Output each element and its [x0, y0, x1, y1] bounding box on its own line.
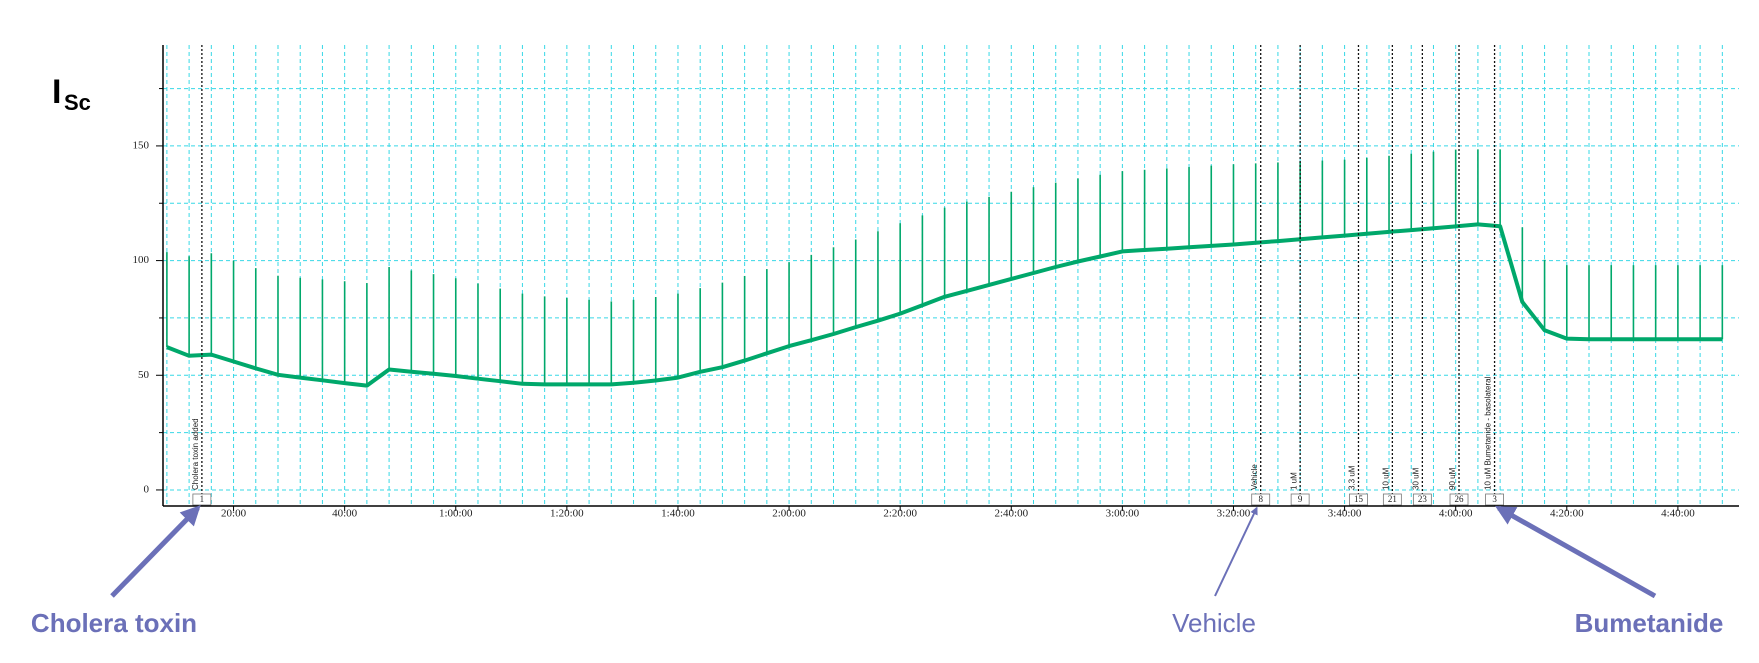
- annotation-arrow: [110, 505, 201, 598]
- event-box: [1290, 493, 1310, 506]
- x-tick-label: 3:40:00: [1328, 508, 1362, 520]
- event-box-label: 8: [1258, 494, 1263, 504]
- event-label: 10 uM Bumetanide - basolateral: [1484, 376, 1493, 490]
- event-label: 1 uM: [1289, 472, 1298, 490]
- event-label: 90 uM: [1448, 467, 1457, 490]
- event-box-label: 15: [1354, 494, 1364, 504]
- x-tick-label: 1:00:00: [439, 508, 473, 520]
- event-box-label: 3: [1492, 494, 1497, 504]
- x-tick-label: 2:40:00: [994, 508, 1028, 520]
- annotation-arrow: [1214, 506, 1258, 597]
- event-box-label: 21: [1388, 494, 1397, 504]
- event-box-label: 23: [1418, 494, 1428, 504]
- x-tick-label: 2:00:00: [772, 508, 806, 520]
- event-box: [1412, 493, 1432, 506]
- x-tick-label: 1:20:00: [550, 508, 584, 520]
- annotation: Cholera toxin: [31, 608, 197, 638]
- event-box: [1382, 493, 1402, 506]
- x-tick-label: 4:00:00: [1439, 508, 1473, 520]
- event-box-label: 1: [200, 494, 205, 504]
- x-tick-label: 40:00: [332, 508, 358, 520]
- annotation: Bumetanide: [1575, 608, 1724, 638]
- event-box-label: 9: [1298, 494, 1303, 504]
- x-tick-label: 3:00:00: [1106, 508, 1140, 520]
- x-tick-label: 2:20:00: [883, 508, 917, 520]
- annotation-arrow: [1495, 505, 1657, 599]
- event-box-label: 26: [1455, 494, 1465, 504]
- event-box: [1349, 493, 1368, 506]
- y-tick-label: 100: [133, 254, 150, 266]
- event-label: 3.3 uM: [1348, 465, 1357, 490]
- y-tick-label: 50: [138, 369, 150, 381]
- event-label: 10 uM: [1381, 467, 1390, 490]
- x-tick-label: 4:40:00: [1661, 508, 1695, 520]
- y-axis-label-sub: Sc: [64, 90, 91, 115]
- x-tick-label: 4:20:00: [1550, 508, 1584, 520]
- y-tick-label: 150: [133, 139, 150, 151]
- event-box: [1251, 493, 1271, 506]
- event-label: Cholera toxin added: [191, 418, 200, 490]
- x-tick-label: 1:40:00: [661, 508, 695, 520]
- event-box: [1449, 493, 1469, 506]
- event-box: [1485, 493, 1504, 506]
- trace-line: [166, 222, 1723, 388]
- event-label: Vehicle: [1250, 464, 1259, 490]
- annotation: Vehicle: [1172, 608, 1256, 638]
- y-axis-label: I: [52, 73, 61, 111]
- x-tick-label: 20:00: [221, 508, 247, 520]
- event-box: [192, 493, 212, 506]
- x-tick-label: 3:20:00: [1217, 508, 1251, 520]
- event-label: 30 uM: [1411, 467, 1420, 490]
- y-tick-label: 0: [144, 483, 150, 495]
